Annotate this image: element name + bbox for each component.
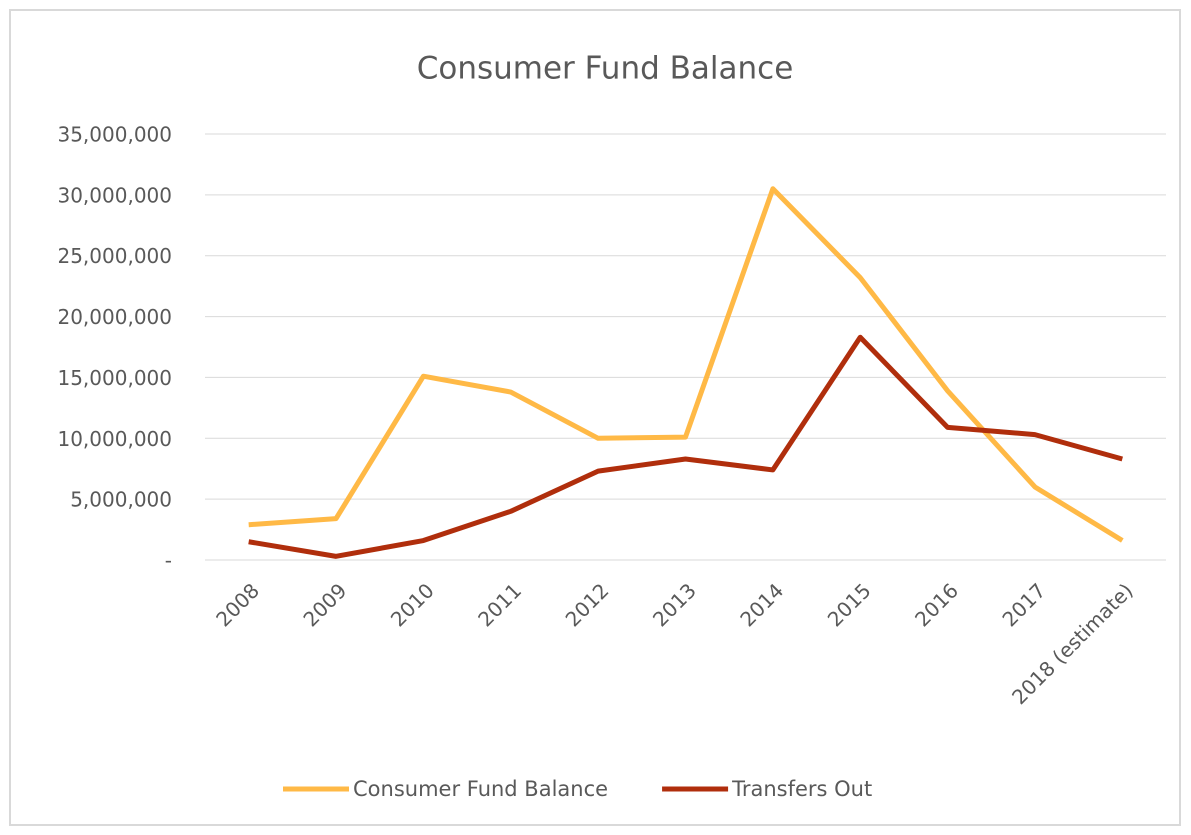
y-tick-label: 10,000,000 [57, 427, 172, 451]
y-tick-label: 5,000,000 [70, 488, 172, 512]
y-tick-label: 35,000,000 [57, 123, 172, 147]
y-tick-label: 30,000,000 [57, 183, 172, 207]
y-tick-label: 15,000,000 [57, 366, 172, 390]
chart-title: Consumer Fund Balance [417, 51, 794, 87]
legend-label: Transfers Out [731, 777, 872, 801]
y-tick-label: 25,000,000 [57, 244, 172, 268]
y-tick-label: - [165, 549, 172, 573]
y-tick-label: 20,000,000 [57, 305, 172, 329]
legend-label: Consumer Fund Balance [353, 777, 608, 801]
series-line [248, 186, 1124, 543]
chart-frame [9, 9, 1181, 826]
series-line [248, 334, 1123, 559]
